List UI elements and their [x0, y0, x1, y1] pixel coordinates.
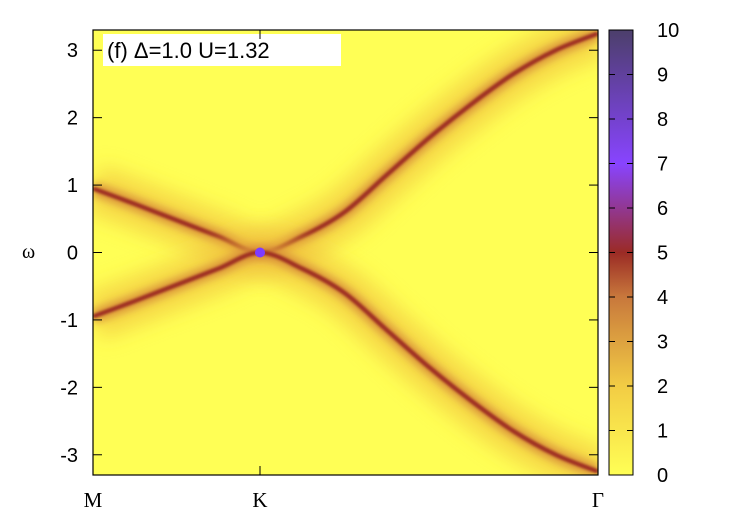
panel-annotation: (f) Δ=1.0 U=1.32 — [107, 38, 270, 63]
colorbar-tick-label: 1 — [657, 421, 668, 443]
y-tick-label: 0 — [67, 243, 78, 265]
x-tick-label: K — [252, 488, 267, 512]
x-tick-label: M — [84, 488, 103, 512]
colorbar-tick-label: 10 — [657, 20, 679, 42]
x-tick-label: Γ — [592, 488, 604, 512]
dirac-point-marker — [255, 247, 265, 258]
colorbar-tick-label: 6 — [657, 198, 668, 220]
bands-layer — [93, 30, 598, 475]
plot-area — [93, 30, 598, 475]
colorbar-axis: 0 1 2 3 4 5 6 7 8 9 10 — [609, 20, 679, 487]
y-tick-label: -1 — [60, 310, 78, 332]
band-0-core — [93, 31, 598, 255]
colorbar-tick-label: 3 — [657, 332, 668, 354]
y-tick-label: 1 — [67, 175, 78, 197]
y-axis-label: ω — [22, 241, 35, 263]
colorbar-tick-label: 7 — [657, 154, 668, 176]
y-axis: -3 -2 -1 0 1 2 3 — [60, 40, 598, 467]
band-1-core — [93, 250, 598, 474]
annotation-background — [103, 34, 341, 66]
y-tick-label: 2 — [67, 108, 78, 130]
colorbar-tick-label: 4 — [657, 287, 668, 309]
y-tick-label: 3 — [67, 40, 78, 62]
y-tick-label: -3 — [60, 445, 78, 467]
y-tick-label: -2 — [60, 377, 78, 399]
colorbar-tick-label: 0 — [657, 465, 668, 487]
colorbar-tick-label: 2 — [657, 376, 668, 398]
colorbar-tick-label: 5 — [657, 243, 668, 265]
colorbar-tick-label: 8 — [657, 109, 668, 131]
colorbar-tick-label: 9 — [657, 65, 668, 87]
